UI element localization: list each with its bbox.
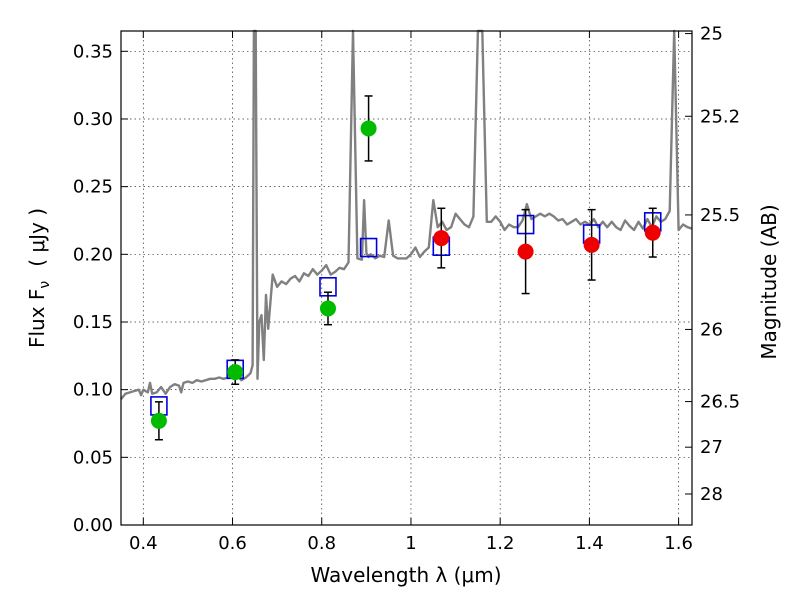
y2-axis-label: Magnitude (AB)	[757, 204, 781, 359]
y-axis-label-unit: ( μJy )	[25, 208, 49, 267]
red-data-point	[517, 243, 534, 260]
x-tick-label: 0.6	[218, 533, 247, 554]
green-data-point	[227, 364, 244, 381]
x-tick-label: 0.8	[307, 533, 336, 554]
x-axis-label: Wavelength λ (μm)	[310, 563, 501, 587]
x-tick-label: 1.6	[664, 533, 693, 554]
y2-tick-label: 26.5	[700, 392, 740, 413]
x-tick-label: 1.2	[486, 533, 515, 554]
x-tick-label: 1.4	[575, 533, 604, 554]
green-data-point	[360, 120, 377, 137]
y-tick-label: 0.25	[73, 177, 113, 198]
y2-tick-label: 25.2	[700, 106, 740, 127]
red-data-point	[583, 236, 600, 253]
y2-tick-label: 28	[700, 484, 723, 505]
model-spectrum-line	[120, 29, 693, 400]
y2-tick-label: 25.5	[700, 205, 740, 226]
y-tick-label: 0.00	[73, 515, 113, 536]
y-tick-label: 0.30	[73, 109, 113, 130]
red-data-point	[644, 224, 661, 241]
green-data-point	[319, 300, 336, 317]
model-band-square	[359, 237, 378, 258]
y-axis-label-main: Flux F	[25, 289, 49, 348]
model-spectrum-layer	[120, 29, 693, 400]
plot-frame	[120, 30, 693, 526]
marker-layer	[150, 95, 662, 441]
green-data-point	[150, 412, 167, 429]
y-axis-label: Flux Fν ( μJy )	[25, 208, 53, 348]
y-tick-label: 0.15	[73, 312, 113, 333]
y-tick-label: 0.35	[73, 41, 113, 62]
x-tick-label: 1	[405, 533, 416, 554]
y-axis-label-subscript: ν	[37, 281, 53, 289]
y2-tick-label: 26	[700, 319, 723, 340]
y2-tick-label: 25	[700, 24, 723, 45]
y-tick-label: 0.05	[73, 447, 113, 468]
y-tick-label: 0.20	[73, 244, 113, 265]
x-tick-label: 0.4	[129, 533, 158, 554]
tick-layer: 0.4 0.6 0.8 1 1.2 1.4 1.6 0.00 0.05 0.10 0.15 0.20 0…	[73, 24, 740, 554]
y-tick-label: 0.10	[73, 380, 113, 401]
y2-tick-label: 27	[700, 437, 723, 458]
grid-layer	[121, 31, 692, 525]
red-data-point	[433, 230, 450, 247]
